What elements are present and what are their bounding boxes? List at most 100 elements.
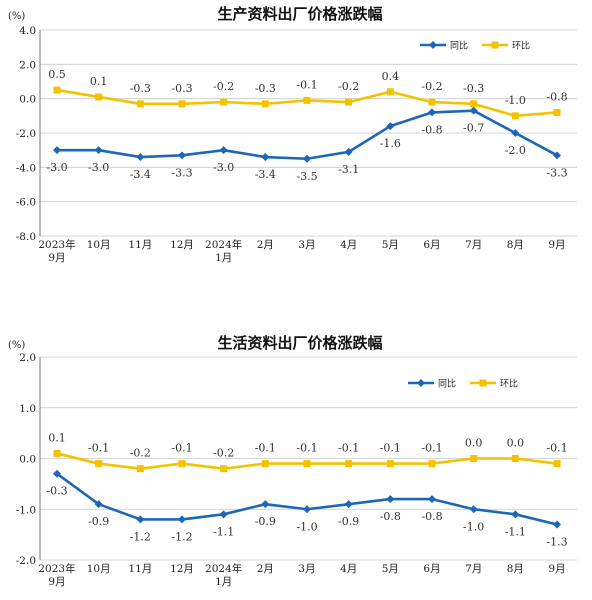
- x-tick-label: 11月: [128, 563, 152, 575]
- data-point-yoy: [469, 505, 478, 514]
- data-point-mom: [428, 98, 436, 106]
- data-point-mom: [303, 96, 311, 104]
- data-label-mom: -0.2: [338, 80, 359, 93]
- data-label-yoy: -1.3: [546, 535, 567, 548]
- data-label-yoy: -0.3: [46, 485, 67, 498]
- x-tick-label: 12月: [170, 563, 194, 575]
- data-label-yoy: -3.5: [296, 170, 317, 183]
- data-label-yoy: -3.0: [88, 161, 109, 174]
- x-tick-label: 1月: [215, 252, 232, 264]
- x-tick-label: 5月: [382, 563, 399, 575]
- data-point-mom: [345, 98, 353, 106]
- data-point-yoy: [178, 151, 186, 160]
- x-tick-label: 4月: [340, 563, 357, 575]
- data-point-yoy: [386, 495, 395, 504]
- data-point-yoy: [53, 469, 61, 478]
- x-tick-label: 2月: [257, 563, 274, 575]
- x-tick-label: 3月: [298, 563, 315, 575]
- data-label-mom: -0.1: [296, 442, 317, 455]
- y-tick-label: 2.0: [19, 59, 36, 71]
- y-tick-label: -8.0: [16, 231, 36, 243]
- chart-panel-1: 生产资料出厂价格涨跌幅(%)4.02.00.0-2.0-4.0-6.0-8.02…: [8, 5, 577, 264]
- data-point-mom: [178, 100, 186, 108]
- x-tick-label: 6月: [423, 239, 440, 251]
- data-point-yoy: [469, 106, 478, 115]
- data-label-mom: -0.2: [213, 80, 234, 93]
- data-label-mom: -0.3: [171, 82, 192, 95]
- x-tick-label: 9月: [548, 239, 565, 251]
- x-tick-label: 12月: [170, 239, 194, 251]
- data-label-mom: 0.5: [48, 68, 66, 81]
- data-point-mom: [470, 100, 478, 108]
- data-point-yoy: [553, 520, 561, 529]
- data-label-mom: -0.1: [171, 442, 192, 455]
- x-tick-label: 4月: [340, 239, 357, 251]
- data-label-mom: 0.0: [507, 437, 525, 450]
- x-tick-label: 2023年: [38, 562, 75, 575]
- data-label-yoy: -3.0: [213, 161, 234, 174]
- data-point-yoy: [428, 495, 436, 504]
- legend-marker-mom: [479, 379, 487, 387]
- data-label-mom: -0.3: [463, 82, 484, 95]
- x-tick-label: 8月: [507, 239, 524, 251]
- data-label-yoy: -1.2: [171, 530, 192, 543]
- y-tick-label: 1.0: [19, 403, 36, 415]
- x-tick-label: 6月: [423, 563, 440, 575]
- data-label-yoy: -0.9: [255, 515, 276, 528]
- y-tick-label: 2.0: [19, 352, 36, 364]
- data-label-yoy: -2.0: [505, 144, 526, 157]
- data-point-yoy: [511, 510, 520, 519]
- data-label-mom: -0.1: [296, 78, 317, 91]
- data-label-mom: -0.2: [421, 80, 442, 93]
- chart-title: 生活资料出厂价格涨跌幅: [217, 334, 382, 352]
- series-line-yoy: [56, 472, 558, 526]
- x-tick-label: 9月: [548, 563, 565, 575]
- legend-marker-mom: [491, 41, 499, 49]
- data-point-mom: [386, 460, 394, 468]
- data-label-mom: 0.4: [382, 70, 400, 83]
- x-tick-label: 2024年: [205, 562, 242, 575]
- y-tick-label: -1.0: [16, 504, 36, 516]
- data-label-mom: -0.2: [130, 447, 151, 460]
- chart-title: 生产资料出厂价格涨跌幅: [217, 5, 382, 23]
- data-point-yoy: [303, 505, 311, 514]
- data-label-yoy: -0.9: [88, 515, 109, 528]
- data-point-mom: [136, 100, 144, 108]
- x-tick-label: 10月: [87, 239, 111, 251]
- data-point-mom: [136, 465, 144, 473]
- x-tick-label: 9月: [48, 576, 65, 588]
- data-label-yoy: -3.4: [130, 168, 151, 181]
- data-label-mom: -0.2: [213, 447, 234, 460]
- data-point-mom: [553, 460, 561, 468]
- data-point-yoy: [553, 151, 561, 160]
- y-unit-label: (%): [8, 11, 25, 22]
- data-label-yoy: -0.7: [463, 122, 484, 135]
- chart-panel-2: 生活资料出厂价格涨跌幅(%)2.01.00.0-1.0-2.02023年9月10…: [8, 334, 577, 588]
- data-point-yoy: [261, 153, 270, 162]
- x-tick-label: 1月: [215, 576, 232, 588]
- data-point-mom: [261, 460, 269, 468]
- legend-label-mom: 环比: [500, 378, 518, 390]
- data-label-mom: -0.3: [255, 82, 276, 95]
- data-point-yoy: [219, 146, 228, 155]
- data-point-yoy: [428, 108, 436, 117]
- data-point-mom: [386, 88, 394, 96]
- series-line-yoy: [57, 109, 558, 161]
- y-tick-label: -6.0: [16, 197, 36, 209]
- x-tick-label: 11月: [128, 239, 152, 251]
- data-point-yoy: [303, 154, 311, 163]
- data-point-mom: [220, 465, 228, 473]
- data-point-yoy: [136, 515, 145, 524]
- data-point-yoy: [94, 146, 103, 155]
- y-tick-label: -2.0: [16, 555, 36, 567]
- data-point-mom: [303, 460, 311, 468]
- data-label-mom: 0.1: [90, 75, 108, 88]
- y-tick-label: 0.0: [19, 94, 36, 106]
- x-tick-label: 8月: [507, 563, 524, 575]
- data-label-yoy: -3.3: [546, 166, 567, 179]
- data-label-mom: 0.0: [465, 437, 483, 450]
- data-label-mom: -0.1: [88, 442, 109, 455]
- data-label-mom: -1.0: [505, 94, 526, 107]
- x-tick-label: 2023年: [38, 238, 75, 251]
- legend-label-mom: 环比: [512, 40, 530, 52]
